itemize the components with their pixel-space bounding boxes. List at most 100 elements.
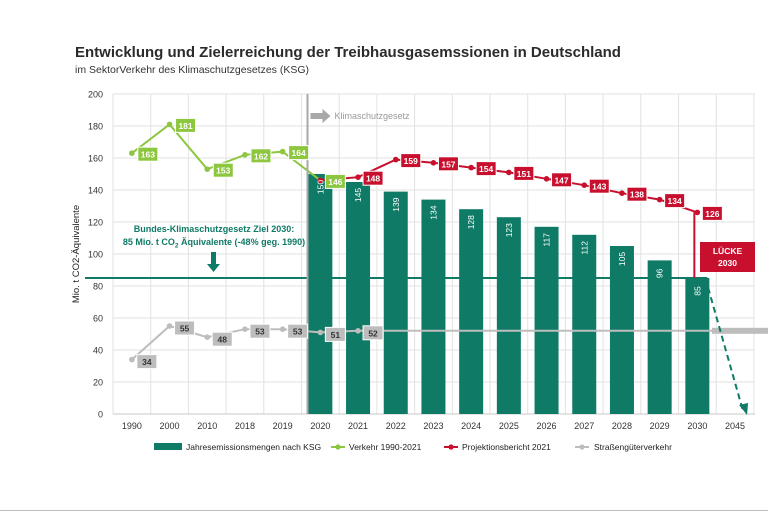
- series-value-label: 181: [178, 121, 192, 131]
- y-tick-label: 60: [93, 314, 103, 324]
- series-marker: [129, 150, 135, 156]
- legend-label: Straßengüterverkehr: [594, 442, 672, 452]
- bar-value-label: 117: [542, 233, 552, 247]
- y-tick-label: 80: [93, 282, 103, 292]
- series-marker: [279, 148, 286, 155]
- arrow-right-icon: [310, 109, 331, 123]
- series-marker: [166, 121, 173, 128]
- series-value-box: [249, 323, 271, 339]
- series-marker: [317, 329, 324, 336]
- bar-value-label: 96: [655, 268, 665, 278]
- series-marker: [694, 209, 701, 216]
- x-tick-label: 2024: [461, 421, 481, 431]
- series-value-box: [664, 193, 686, 209]
- y-tick-label: 0: [98, 410, 103, 420]
- series-value-label: 51: [331, 330, 341, 340]
- x-axis: 1990 2000 2010 2018 2019 2020 2021 2022 2023 2024…: [122, 421, 745, 431]
- series-value-label: 163: [141, 150, 155, 160]
- series-value-label: 164: [292, 148, 306, 158]
- series-marker: [129, 356, 135, 363]
- chart-title: Entwicklung und Zielerreichung der Treib…: [75, 44, 621, 61]
- series-value-label: 162: [254, 151, 268, 161]
- series-marker: [242, 326, 248, 333]
- series-value-box: [287, 323, 309, 339]
- x-tick-label: 2000: [160, 421, 180, 431]
- bar: [572, 234, 597, 414]
- y-tick-label: 140: [88, 186, 103, 196]
- series-marker: [543, 176, 550, 182]
- x-tick-label: 2010: [197, 421, 217, 431]
- y-axis-title: Mio. t CO2-Äquivalente: [71, 205, 82, 303]
- legend-swatch-marker: [579, 444, 585, 450]
- x-tick-label: 2025: [499, 421, 519, 431]
- series-value-label: 53: [293, 327, 303, 337]
- bar-value-label: 123: [504, 223, 514, 237]
- gap-year-label: 2030: [718, 258, 737, 268]
- series-marker: [656, 196, 663, 203]
- series-value-box: [437, 156, 459, 172]
- series-value-label: 48: [218, 335, 228, 345]
- series-value-label: 138: [630, 190, 644, 200]
- bar-value-label: 85: [692, 286, 702, 296]
- y-tick-label: 100: [88, 250, 103, 260]
- y-tick-label: 120: [88, 218, 103, 228]
- series-value-label: 148: [366, 174, 380, 184]
- series-marker: [619, 190, 625, 196]
- series-value-box: [551, 172, 573, 188]
- bar-value-label: 134: [428, 205, 438, 219]
- series-value-box: [288, 145, 310, 161]
- series-value-box: [626, 186, 648, 202]
- series-value-box: [174, 320, 196, 336]
- series-marker: [317, 177, 324, 184]
- series-marker: [204, 166, 211, 172]
- series-value-label: 157: [441, 159, 455, 169]
- series-marker: [204, 334, 211, 341]
- bar: [459, 209, 484, 414]
- series-value-label: 126: [705, 209, 719, 219]
- legend-label: Projektionsbericht 2021: [462, 442, 551, 452]
- bar-value-label: 145: [353, 188, 363, 202]
- series-marker: [279, 326, 286, 333]
- series-value-box: [588, 178, 610, 194]
- series-value-box: [513, 165, 535, 181]
- target-annotation-line2: 85 Mio. t CO2 Äquivalente (-48% geg. 199…: [123, 237, 305, 250]
- bar: [308, 174, 333, 414]
- series-value-label: 159: [404, 156, 418, 166]
- gap-box: [700, 242, 755, 272]
- annotations: Klimaschutzgesetz LÜCKE 2030 Bundes-Klimasc…: [85, 94, 755, 415]
- bar: [534, 226, 559, 414]
- series-marker: [392, 156, 399, 163]
- series-value-box: [324, 173, 346, 189]
- x-tick-label: 2027: [574, 421, 594, 431]
- x-tick-label: 2019: [273, 421, 293, 431]
- series-value-box: [362, 170, 384, 186]
- data-labels: 150 145 139 134 128 123 117 112 105 96 85 163 181 153…: [136, 117, 723, 370]
- legend-swatch-bars: [154, 443, 182, 450]
- legend: Jahresemissionsmengen nach KSG Verkehr 19…: [154, 442, 672, 452]
- bar-value-label: 150: [315, 180, 325, 194]
- legend-label-bars: Jahresemissionsmengen nach KSG: [186, 442, 321, 452]
- bottom-divider: [0, 510, 768, 511]
- arrowhead-icon: [739, 403, 749, 415]
- bar: [346, 182, 371, 414]
- legend-swatch-marker: [448, 444, 454, 450]
- x-tick-label: 2045: [725, 421, 745, 431]
- bar-value-label: 139: [391, 197, 401, 211]
- x-tick-label: 2022: [386, 421, 406, 431]
- y-tick-label: 40: [93, 346, 103, 356]
- y-tick-label: 200: [88, 90, 103, 100]
- x-tick-label: 2028: [612, 421, 632, 431]
- series-value-label: 52: [368, 328, 378, 338]
- chart-subtitle: im SektorVerkehr des Klimaschutzgesetzes…: [75, 64, 310, 76]
- series-value-box: [136, 354, 158, 370]
- arrow-down-icon: [207, 252, 220, 272]
- target-annotation-line1: Bundes-Klimaschutzgesetz Ziel 2030:: [134, 224, 295, 234]
- series-value-label: 153: [216, 166, 230, 176]
- gap-label: LÜCKE: [713, 246, 743, 256]
- y-tick-label: 20: [93, 378, 103, 388]
- series-value-box: [362, 325, 384, 341]
- legend-label: Verkehr 1990-2021: [349, 442, 422, 452]
- x-tick-label: 2029: [650, 421, 670, 431]
- bar: [383, 191, 408, 414]
